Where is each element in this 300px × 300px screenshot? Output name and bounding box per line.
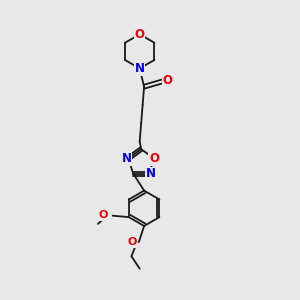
Text: N: N — [146, 167, 156, 180]
Text: O: O — [98, 210, 108, 220]
Text: O: O — [163, 74, 173, 87]
Text: O: O — [149, 152, 159, 165]
Text: N: N — [135, 62, 145, 75]
Text: O: O — [135, 28, 145, 41]
Text: N: N — [122, 152, 132, 165]
Text: O: O — [128, 237, 137, 247]
